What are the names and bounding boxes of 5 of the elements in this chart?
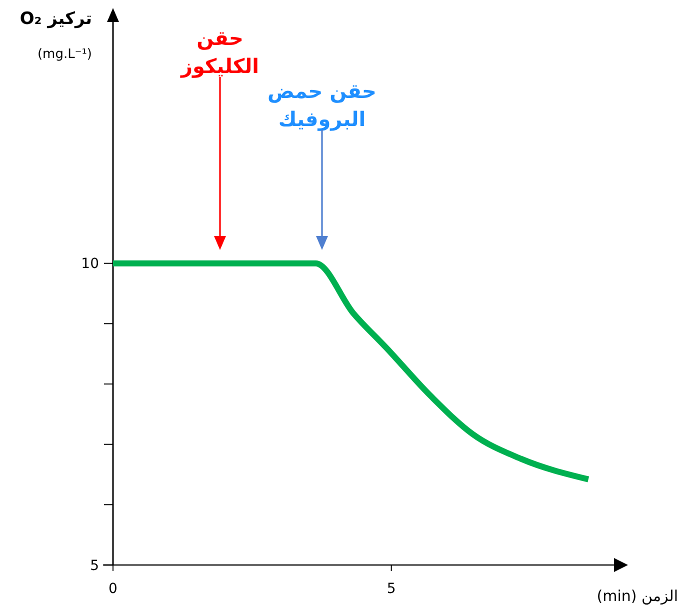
annotation: حقن حمض البروفيك [268,79,376,131]
x-tick-label: 0 [108,581,118,597]
y-tick-label: 10 [81,256,99,272]
annotation: حقن الكليكوز [180,26,260,78]
x-axis-title: الزمن (min) [596,587,678,605]
